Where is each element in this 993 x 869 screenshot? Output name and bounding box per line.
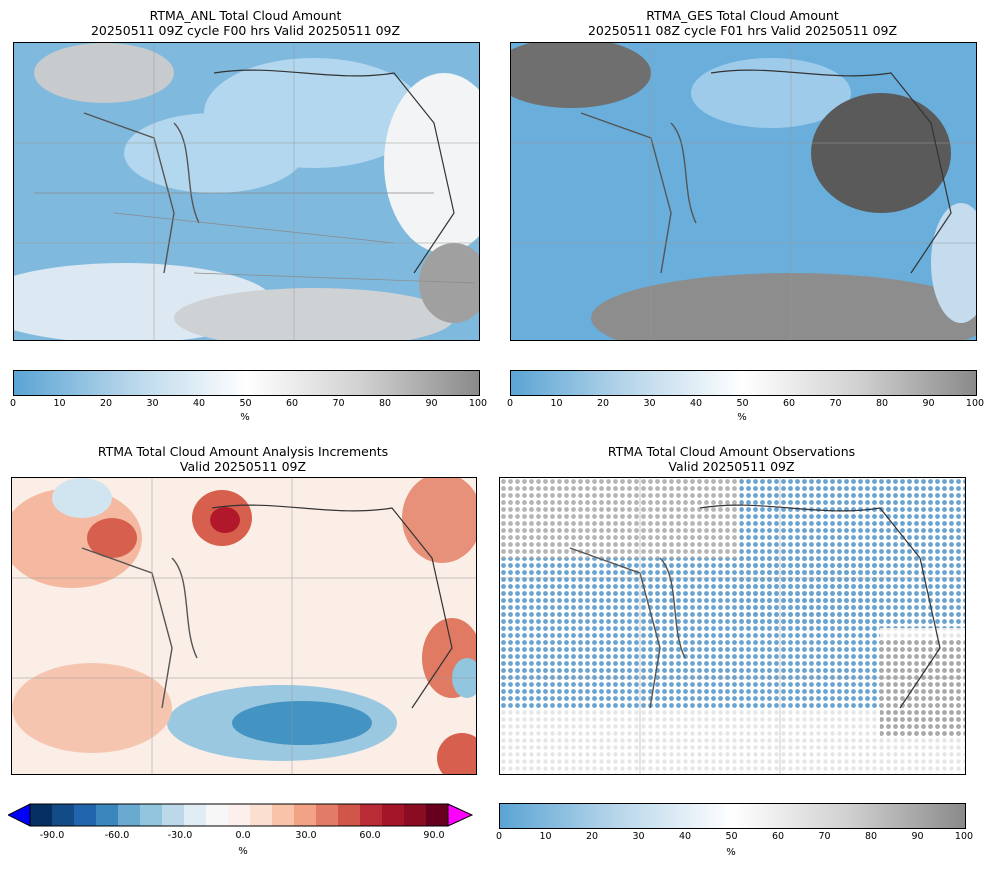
p2-tick: 90 <box>922 398 935 409</box>
panel1-title-line1: RTMA_ANL Total Cloud Amount <box>149 8 342 23</box>
panel1-colorbar-unit: % <box>240 412 250 423</box>
p1-tick: 0 <box>9 398 17 409</box>
panel2-colorbar-unit: % <box>737 412 747 423</box>
p2-tick: 80 <box>875 398 889 409</box>
p4-tick: 80 <box>864 831 878 842</box>
p1-tick: 10 <box>53 398 66 409</box>
p1-tick: 80 <box>378 398 392 409</box>
panel1-map-svg <box>14 43 479 340</box>
p3-tick: -60.0 <box>104 830 130 841</box>
p2-tick: 20 <box>596 398 610 409</box>
panel2-title-line2: 20250511 08Z cycle F01 hrs Valid 2025051… <box>587 23 898 38</box>
panel3-map <box>11 477 477 775</box>
p4-tick: 0 <box>495 831 503 842</box>
p1-tick: 50 <box>239 398 252 409</box>
panel4-colorbar <box>499 803 966 829</box>
p1-tick: 100 <box>468 398 488 409</box>
panel1-map <box>13 42 480 341</box>
p1-tick: 40 <box>192 398 206 409</box>
p3-tick: 60.0 <box>359 830 381 841</box>
panel3-map-svg <box>12 478 476 774</box>
panel4-title-line2: Valid 20250511 09Z <box>668 459 795 474</box>
p4-tick: 70 <box>818 831 831 842</box>
panel3-title: RTMA Total Cloud Amount Analysis Increme… <box>11 444 475 474</box>
panel1-title-line2: 20250511 09Z cycle F00 hrs Valid 2025051… <box>90 23 401 38</box>
p4-tick: 90 <box>911 831 924 842</box>
panel2-title-line1: RTMA_GES Total Cloud Amount <box>646 8 839 23</box>
panel3-title-line1: RTMA Total Cloud Amount Analysis Increme… <box>97 444 389 459</box>
p2-tick: 10 <box>550 398 563 409</box>
p2-tick: 30 <box>643 398 656 409</box>
panel4-title: RTMA Total Cloud Amount Observations Val… <box>499 444 964 474</box>
p3-tick: 0.0 <box>235 830 251 841</box>
panel4-colorbar-unit: % <box>726 847 736 858</box>
p3-tick: -30.0 <box>167 830 193 841</box>
p4-tick: 60 <box>771 831 785 842</box>
p3-tick: 90.0 <box>423 830 445 841</box>
p1-tick: 90 <box>425 398 438 409</box>
p4-tick: 30 <box>632 831 645 842</box>
p1-tick: 70 <box>332 398 345 409</box>
panel2-map-svg <box>511 43 976 340</box>
p4-tick: 40 <box>678 831 692 842</box>
p3-tick: -90.0 <box>39 830 65 841</box>
p2-tick: 60 <box>782 398 796 409</box>
p2-tick: 0 <box>506 398 514 409</box>
p1-tick: 20 <box>99 398 113 409</box>
panel4-map-svg <box>500 478 965 774</box>
p1-tick: 60 <box>285 398 299 409</box>
panel3-colorbar-unit: % <box>238 846 248 857</box>
p4-tick: 20 <box>585 831 599 842</box>
panel3-colorbar-svg <box>8 803 474 827</box>
p3-tick: 30.0 <box>295 830 317 841</box>
panel4-map <box>499 477 966 775</box>
panel2-title: RTMA_GES Total Cloud Amount 20250511 08Z… <box>510 8 975 38</box>
p4-tick: 10 <box>539 831 552 842</box>
p2-tick: 50 <box>736 398 749 409</box>
panel3-title-line2: Valid 20250511 09Z <box>179 459 307 474</box>
p1-tick: 30 <box>146 398 159 409</box>
p4-tick: 50 <box>725 831 738 842</box>
p2-tick: 70 <box>829 398 842 409</box>
panel2-colorbar <box>510 370 977 396</box>
panel1-title: RTMA_ANL Total Cloud Amount 20250511 09Z… <box>13 8 478 38</box>
p4-tick: 100 <box>954 831 974 842</box>
panel1-colorbar <box>13 370 480 396</box>
panel4-title-line1: RTMA Total Cloud Amount Observations <box>607 444 856 459</box>
panel2-map <box>510 42 977 341</box>
p2-tick: 100 <box>965 398 985 409</box>
p2-tick: 40 <box>689 398 703 409</box>
